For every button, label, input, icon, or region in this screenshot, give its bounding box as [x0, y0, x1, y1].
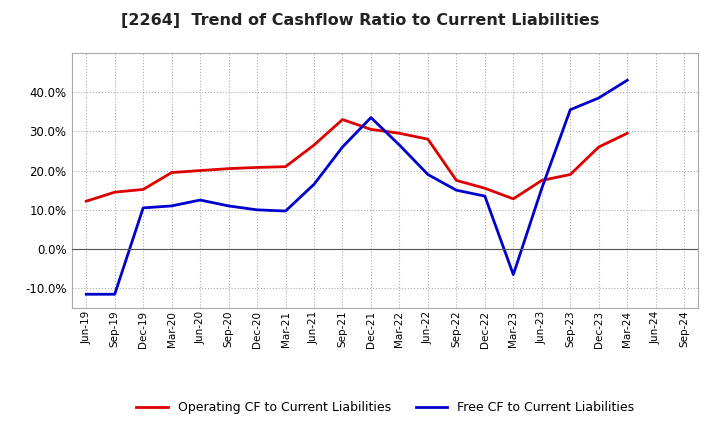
Free CF to Current Liabilities	[452, 187, 461, 193]
Free CF to Current Liabilities	[167, 203, 176, 209]
Free CF to Current Liabilities	[480, 194, 489, 199]
Line: Free CF to Current Liabilities: Free CF to Current Liabilities	[86, 80, 627, 294]
Free CF to Current Liabilities	[338, 144, 347, 150]
Operating CF to Current Liabilities	[225, 166, 233, 171]
Free CF to Current Liabilities	[537, 186, 546, 191]
Operating CF to Current Liabilities	[623, 131, 631, 136]
Free CF to Current Liabilities	[282, 209, 290, 214]
Free CF to Current Liabilities	[509, 272, 518, 277]
Operating CF to Current Liabilities	[452, 178, 461, 183]
Operating CF to Current Liabilities	[366, 127, 375, 132]
Operating CF to Current Liabilities	[167, 170, 176, 175]
Operating CF to Current Liabilities	[82, 198, 91, 204]
Free CF to Current Liabilities	[395, 143, 404, 148]
Legend: Operating CF to Current Liabilities, Free CF to Current Liabilities: Operating CF to Current Liabilities, Fre…	[131, 396, 639, 419]
Free CF to Current Liabilities	[139, 205, 148, 210]
Free CF to Current Liabilities	[366, 115, 375, 120]
Free CF to Current Liabilities	[196, 198, 204, 203]
Operating CF to Current Liabilities	[595, 144, 603, 150]
Operating CF to Current Liabilities	[566, 172, 575, 177]
Operating CF to Current Liabilities	[338, 117, 347, 122]
Operating CF to Current Liabilities	[282, 164, 290, 169]
Text: [2264]  Trend of Cashflow Ratio to Current Liabilities: [2264] Trend of Cashflow Ratio to Curren…	[121, 13, 599, 28]
Free CF to Current Liabilities	[253, 207, 261, 213]
Operating CF to Current Liabilities	[139, 187, 148, 192]
Operating CF to Current Liabilities	[395, 131, 404, 136]
Operating CF to Current Liabilities	[253, 165, 261, 170]
Operating CF to Current Liabilities	[509, 196, 518, 202]
Free CF to Current Liabilities	[310, 182, 318, 187]
Operating CF to Current Liabilities	[310, 143, 318, 148]
Free CF to Current Liabilities	[423, 172, 432, 177]
Free CF to Current Liabilities	[82, 292, 91, 297]
Free CF to Current Liabilities	[110, 292, 119, 297]
Operating CF to Current Liabilities	[480, 186, 489, 191]
Operating CF to Current Liabilities	[110, 190, 119, 195]
Free CF to Current Liabilities	[595, 95, 603, 101]
Operating CF to Current Liabilities	[196, 168, 204, 173]
Line: Operating CF to Current Liabilities: Operating CF to Current Liabilities	[86, 120, 627, 201]
Free CF to Current Liabilities	[566, 107, 575, 112]
Free CF to Current Liabilities	[623, 77, 631, 83]
Operating CF to Current Liabilities	[537, 178, 546, 183]
Free CF to Current Liabilities	[225, 203, 233, 209]
Operating CF to Current Liabilities	[423, 136, 432, 142]
